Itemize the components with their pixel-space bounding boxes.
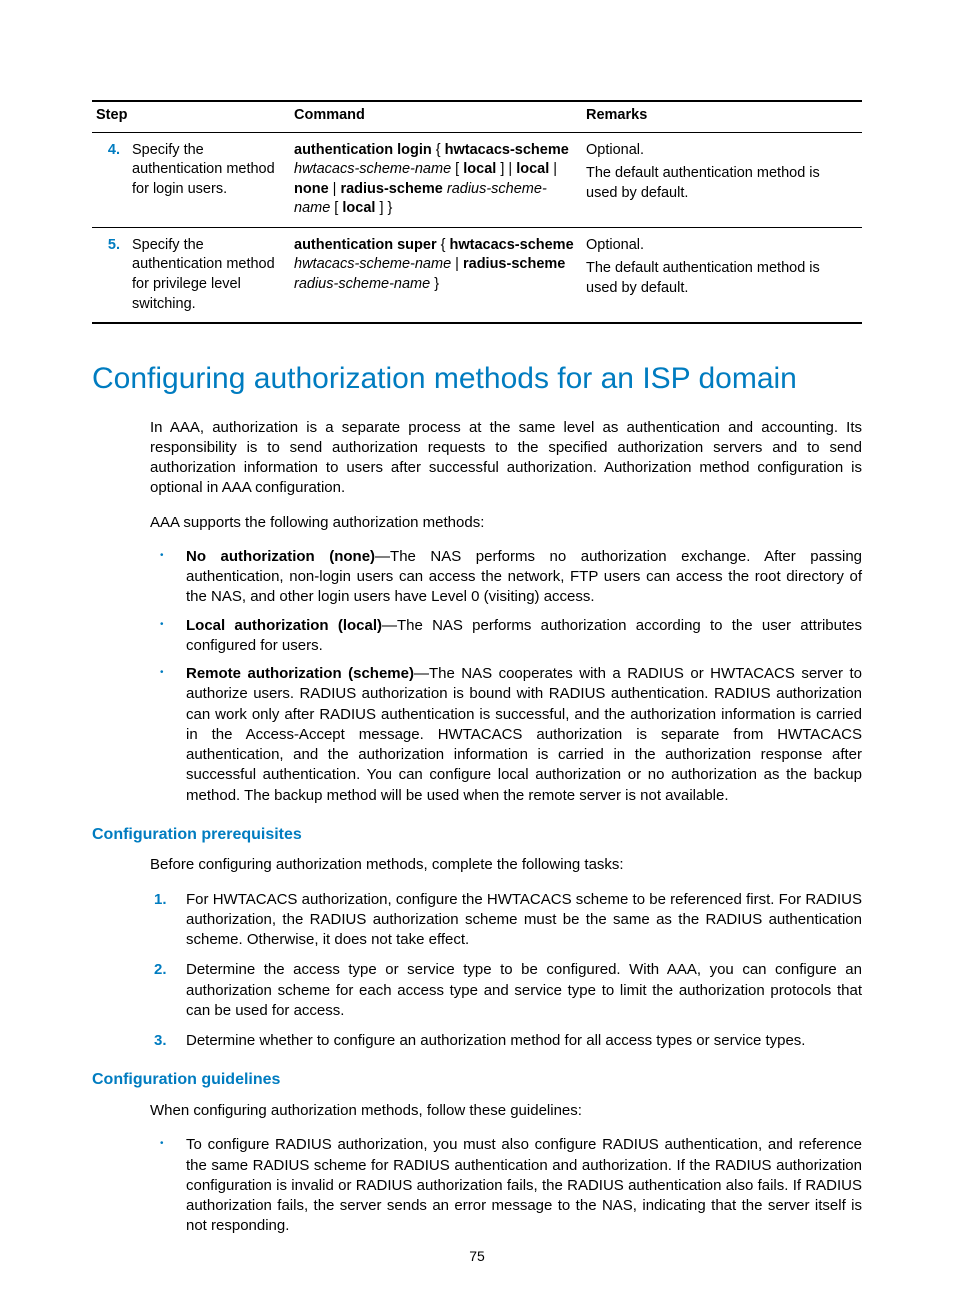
page: Step Command Remarks 4. Specify the auth… bbox=[0, 0, 954, 1296]
row4-step: Specify the authentication method for lo… bbox=[128, 132, 290, 227]
row4-rem: Optional. The default authentication met… bbox=[582, 132, 862, 227]
pre-list: For HWTACACS authorization, configure th… bbox=[150, 890, 862, 1052]
pre-1: For HWTACACS authorization, configure th… bbox=[150, 890, 862, 951]
pre-3: Determine whether to configure an author… bbox=[150, 1031, 862, 1051]
guide-intro: When configuring authorization methods, … bbox=[150, 1101, 862, 1121]
method-none: No authorization (none)—The NAS performs… bbox=[150, 547, 862, 608]
command-table: Step Command Remarks 4. Specify the auth… bbox=[92, 100, 862, 324]
row5-cmd: authentication super { hwtacacs-scheme h… bbox=[290, 227, 582, 323]
sub-prereq: Configuration prerequisites bbox=[92, 824, 862, 846]
method-local: Local authorization (local)—The NAS perf… bbox=[150, 616, 862, 657]
pre-2: Determine the access type or service typ… bbox=[150, 960, 862, 1021]
row5-step: Specify the authentication method for pr… bbox=[128, 227, 290, 323]
th-step: Step bbox=[92, 101, 290, 132]
pre-intro: Before configuring authorization methods… bbox=[150, 855, 862, 875]
row5-rem: Optional. The default authentication met… bbox=[582, 227, 862, 323]
guide-list: To configure RADIUS authorization, you m… bbox=[150, 1135, 862, 1236]
section-heading: Configuring authorization methods for an… bbox=[92, 359, 862, 400]
sub-guidelines: Configuration guidelines bbox=[92, 1069, 862, 1091]
row5-num: 5. bbox=[92, 227, 128, 323]
guide-1: To configure RADIUS authorization, you m… bbox=[150, 1135, 862, 1236]
methods-list: No authorization (none)—The NAS performs… bbox=[150, 547, 862, 806]
th-remarks: Remarks bbox=[582, 101, 862, 132]
row4-cmd: authentication login { hwtacacs-scheme h… bbox=[290, 132, 582, 227]
row4-num: 4. bbox=[92, 132, 128, 227]
page-number: 75 bbox=[0, 1247, 954, 1266]
th-command: Command bbox=[290, 101, 582, 132]
intro-para: In AAA, authorization is a separate proc… bbox=[150, 418, 862, 499]
supports-para: AAA supports the following authorization… bbox=[150, 513, 862, 533]
method-scheme: Remote authorization (scheme)—The NAS co… bbox=[150, 664, 862, 806]
